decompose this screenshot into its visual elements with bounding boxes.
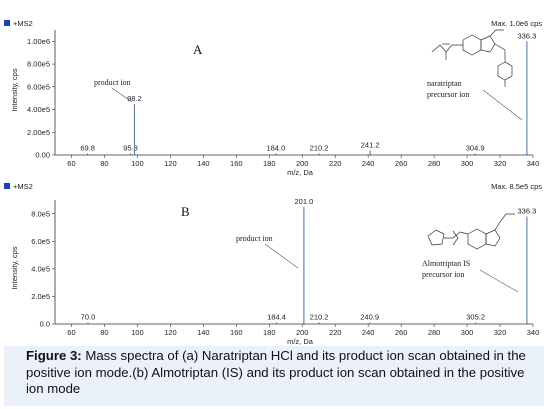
x-tick-label: 60 [67, 328, 75, 337]
x-tick-label: 140 [197, 159, 210, 168]
x-tick-label: 120 [164, 159, 177, 168]
product-ion-pointer [264, 243, 299, 269]
y-tick-label: 2.0e5 [31, 292, 50, 301]
peak-label: 305.2 [466, 313, 485, 322]
x-tick-label: 260 [395, 159, 408, 168]
y-tick-label: 4.0e5 [31, 264, 50, 273]
precursor-pointer [482, 89, 523, 121]
peak-label: 241.2 [361, 140, 380, 149]
x-tick-label: 80 [100, 328, 108, 337]
figure-caption: Figure 3: Mass spectra of (a) Naratripta… [4, 346, 544, 406]
max-intensity-label: Max. 8.5e5 cps [491, 182, 542, 191]
x-tick-label: 200 [296, 159, 309, 168]
peak-label: 336.3 [518, 207, 537, 216]
y-tick-group: 0.0 2.0e5 4.0e5 6.0e5 8.0e5 [31, 209, 55, 329]
peak-label: 184.4 [267, 313, 286, 322]
x-tick-label: 100 [131, 159, 144, 168]
y-tick-label: 2.00e5 [27, 128, 50, 137]
x-tick-label: 260 [395, 328, 408, 337]
y-tick-label: 0.00 [35, 151, 50, 160]
product-ion-annotation: product ion [236, 234, 273, 243]
x-tick-label: 300 [461, 328, 474, 337]
x-axis-title: m/z, Da [287, 168, 314, 177]
max-intensity-label: Max. 1.0e6 cps [491, 19, 542, 28]
x-axis-title: m/z, Da [287, 337, 314, 346]
x-tick-label: 160 [230, 328, 243, 337]
x-tick-group: 60 80 100 120 140 160 180 200 220 240 260 280 300 320… [67, 324, 539, 337]
precursor-pointer [479, 269, 519, 293]
peak-label: 184.0 [266, 144, 285, 153]
peak-label: 304.9 [466, 144, 485, 153]
x-tick-label: 200 [296, 328, 309, 337]
y-axis-title: Intensity, cps [10, 68, 19, 111]
x-tick-group: 60 80 100 120 140 160 180 200 220 240 260 280 300 320… [67, 155, 539, 168]
x-tick-label: 300 [461, 159, 474, 168]
y-tick-label: 4.00e5 [27, 105, 50, 114]
caption-label: Figure 3: [26, 348, 82, 363]
x-tick-label: 240 [362, 159, 375, 168]
precursor-annotation: precursor ion [422, 270, 464, 279]
scan-label: +MS2 [13, 182, 33, 191]
x-tick-label: 120 [164, 328, 177, 337]
precursor-annotation: precursor ion [427, 90, 469, 99]
peak-group: 70.0 184.4 201.0 210.2 240.9 305.2 336.3 [81, 197, 537, 324]
almotriptan-structure-image [427, 213, 515, 250]
scan-marker-icon [4, 20, 10, 26]
x-tick-label: 180 [263, 328, 276, 337]
x-tick-label: 220 [329, 328, 342, 337]
x-tick-label: 60 [67, 159, 75, 168]
scan-marker-icon [4, 183, 10, 189]
x-tick-label: 160 [230, 159, 243, 168]
x-tick-label: 320 [494, 159, 507, 168]
peak-label: 69.8 [80, 144, 95, 153]
y-tick-group: 0.00 2.00e5 4.00e5 6.00e5 8.00e5 1.00e6 [27, 37, 55, 160]
y-tick-label: 6.00e5 [27, 82, 50, 91]
x-tick-label: 220 [329, 159, 342, 168]
spectrum-panel-a: +MS2 Max. 1.0e6 cps A Intensity, cps m/z… [4, 19, 542, 177]
x-tick-label: 340 [527, 159, 540, 168]
caption-text: Mass spectra of (a) Naratriptan HCl and … [26, 348, 526, 396]
y-tick-label: 1.00e6 [27, 37, 50, 46]
peak-label: 70.0 [81, 313, 96, 322]
peak-label: 95.8 [123, 144, 138, 153]
y-axis-title: Intensity, cps [10, 246, 19, 289]
product-ion-pointer [111, 87, 133, 103]
compound-annotation: Almotriptan IS [422, 259, 470, 268]
x-tick-label: 280 [428, 159, 441, 168]
panel-letter: A [193, 42, 203, 57]
x-tick-label: 340 [527, 328, 540, 337]
scan-label: +MS2 [13, 19, 33, 28]
peak-label: 210.2 [310, 313, 329, 322]
x-tick-label: 240 [362, 328, 375, 337]
x-tick-label: 100 [131, 328, 144, 337]
peak-group: 69.8 95.8 98.2 184.0 210.2 241.2 304.9 336.3 [80, 31, 536, 155]
panel-letter: B [181, 204, 190, 219]
y-tick-label: 6.0e5 [31, 237, 50, 246]
peak-label: 240.9 [360, 313, 379, 322]
x-tick-label: 320 [494, 328, 507, 337]
peak-label: 98.2 [127, 94, 142, 103]
naratriptan-structure-image [431, 29, 513, 87]
peak-label: 210.2 [310, 144, 329, 153]
y-tick-label: 8.00e5 [27, 60, 50, 69]
y-tick-label: 0.0 [40, 320, 50, 329]
x-tick-label: 140 [197, 328, 210, 337]
peak-label: 201.0 [294, 197, 313, 206]
peak-label: 336.3 [518, 31, 537, 40]
x-tick-label: 80 [100, 159, 108, 168]
y-tick-label: 8.0e5 [31, 209, 50, 218]
x-tick-label: 280 [428, 328, 441, 337]
spectrum-panel-b: +MS2 Max. 8.5e5 cps B Intensity, cps m/z… [4, 182, 542, 346]
product-ion-annotation: product ion [94, 78, 131, 87]
x-tick-label: 180 [263, 159, 276, 168]
compound-annotation: naratriptan [427, 79, 462, 88]
